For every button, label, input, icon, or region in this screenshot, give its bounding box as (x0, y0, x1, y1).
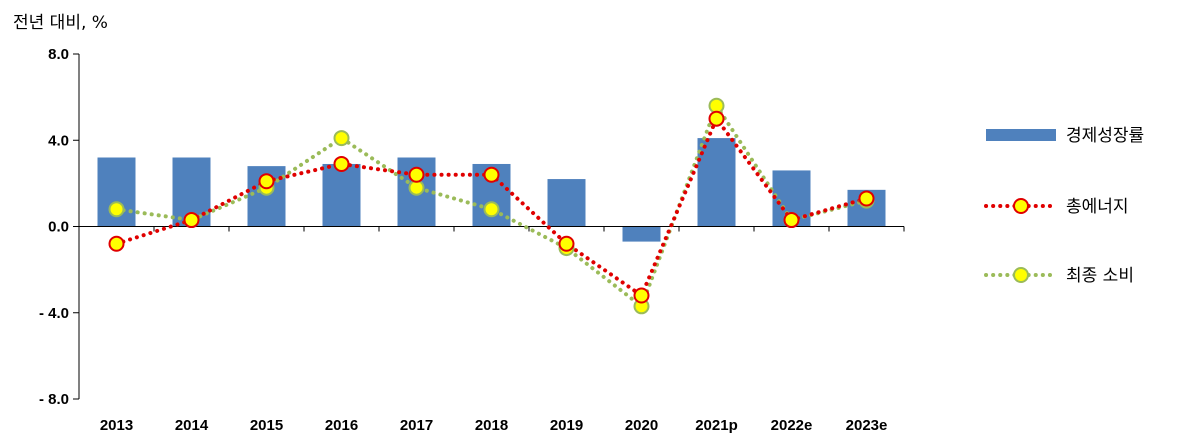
x-tick-label: 2023e (846, 417, 888, 434)
y-axis-unit-label: 전년 대비, % (13, 13, 108, 33)
bar-2020 (622, 226, 661, 242)
point-최종 소비-2018 (483, 201, 500, 218)
y-tick-label: - 4.0 (39, 305, 69, 322)
point-총에너지-2017 (408, 166, 425, 183)
x-tick-label: 2016 (325, 417, 358, 434)
legend-label: 총에너지 (1066, 197, 1129, 217)
x-tick-label: 2022e (771, 417, 813, 434)
legend-swatch-marker (1013, 198, 1029, 214)
point-총에너지-2018 (483, 166, 500, 183)
y-tick-label: - 8.0 (39, 391, 69, 408)
point-최종 소비-2013 (108, 201, 125, 218)
bar-2016 (322, 163, 361, 227)
legend-swatch-marker (1013, 267, 1029, 283)
point-총에너지-2022e (783, 212, 800, 229)
legend-label: 최종 소비 (1066, 266, 1134, 286)
x-tick-label: 2015 (250, 417, 283, 434)
point-총에너지-2019 (558, 235, 575, 252)
y-tick-label: 4.0 (48, 132, 69, 149)
tick-labels: 8.0 4.0 0.0 - 4.0 - 8.0 2013 2014 2015 2016 2017 2… (39, 46, 887, 434)
point-최종 소비-2021p (708, 97, 725, 114)
x-tick-label: 2020 (625, 417, 658, 434)
legend-label: 경제성장률 (1066, 126, 1144, 146)
point-총에너지-2016 (333, 155, 350, 172)
x-tick-label: 2018 (475, 417, 508, 434)
lines-layer (108, 97, 875, 315)
x-tick-label: 2013 (100, 417, 133, 434)
legend-swatch-bar (986, 129, 1056, 141)
y-tick-label: 0.0 (48, 219, 69, 236)
bar-2019 (547, 179, 586, 227)
y-tick-label: 8.0 (48, 46, 69, 63)
bar-2021p (697, 138, 736, 227)
point-총에너지-2014 (183, 212, 200, 229)
point-최종 소비-2017 (408, 179, 425, 196)
x-tick-label: 2019 (550, 417, 583, 434)
point-최종 소비-2016 (333, 130, 350, 147)
x-tick-label: 2014 (175, 417, 209, 434)
axes (73, 53, 905, 400)
x-tick-label: 2017 (400, 417, 433, 434)
point-총에너지-2015 (258, 173, 275, 190)
x-tick-label: 2021p (695, 417, 738, 434)
point-총에너지-2013 (108, 235, 125, 252)
point-총에너지-2020 (633, 287, 650, 304)
point-총에너지-2023e (858, 190, 875, 207)
point-총에너지-2021p (708, 110, 725, 127)
